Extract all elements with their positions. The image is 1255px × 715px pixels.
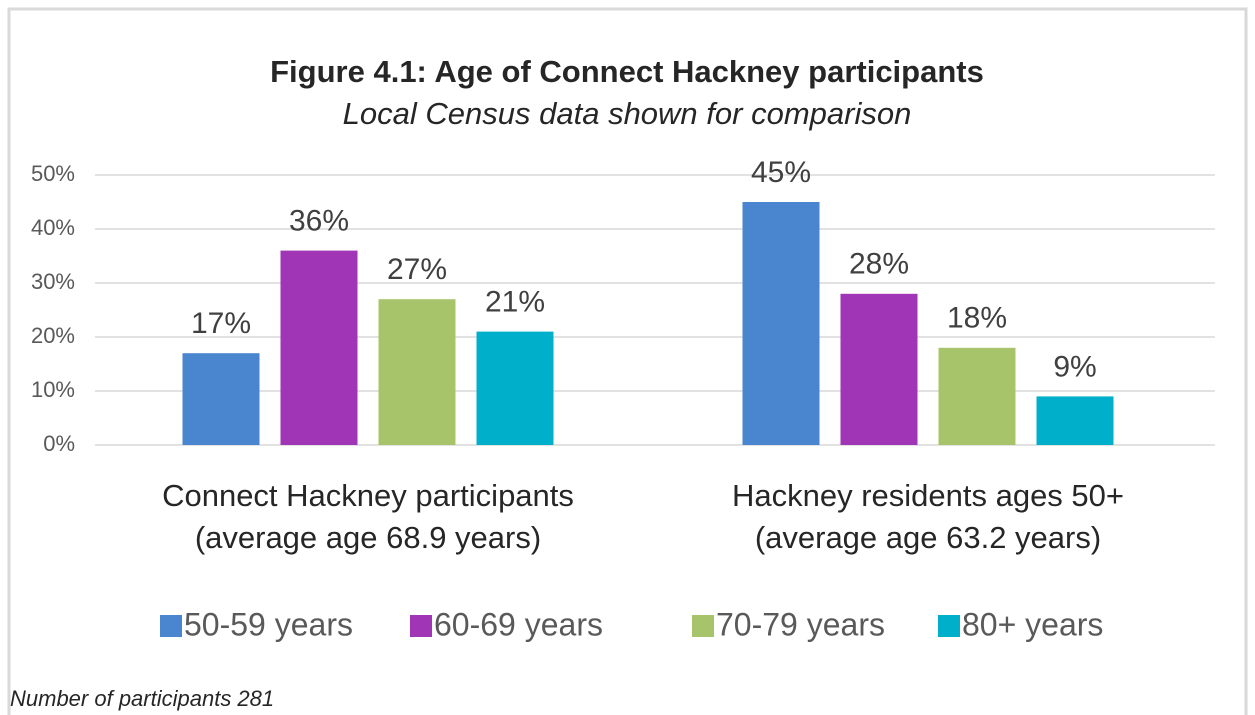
value-label: 21% <box>485 286 545 319</box>
legend-swatch <box>938 615 960 637</box>
y-tick-label: 20% <box>31 323 75 348</box>
y-tick-label: 0% <box>43 431 75 456</box>
value-label: 27% <box>387 253 447 286</box>
bar <box>378 299 456 445</box>
legend-swatch <box>160 615 182 637</box>
value-label: 28% <box>849 248 909 281</box>
x-tick-label: Hackney residents ages 50+ <box>732 478 1124 513</box>
legend-swatch <box>410 615 432 637</box>
chart-subtitle: Local Census data shown for comparison <box>343 96 912 131</box>
value-label: 17% <box>191 307 251 340</box>
x-tick-label: (average age 68.9 years) <box>195 520 541 555</box>
legend-label: 60-69 years <box>434 606 603 642</box>
y-tick-label: 40% <box>31 215 75 240</box>
y-tick-label: 50% <box>31 161 75 186</box>
value-label: 18% <box>947 302 1007 335</box>
y-tick-label: 30% <box>31 269 75 294</box>
chart-title: Figure 4.1: Age of Connect Hackney parti… <box>270 54 984 89</box>
footnote: Number of participants 281 <box>10 686 274 711</box>
legend-label: 70-79 years <box>716 606 885 642</box>
bar <box>182 353 260 445</box>
bar <box>1036 396 1114 445</box>
legend-label: 80+ years <box>962 606 1103 642</box>
y-tick-label: 10% <box>31 377 75 402</box>
legend-swatch <box>692 615 714 637</box>
bar <box>280 250 358 445</box>
x-tick-label: Connect Hackney participants <box>162 478 574 513</box>
value-label: 36% <box>289 205 349 238</box>
chart-border <box>7 7 1248 715</box>
bar <box>938 347 1016 445</box>
x-tick-label: (average age 63.2 years) <box>755 520 1101 555</box>
bar <box>742 202 820 445</box>
bar <box>840 293 918 445</box>
value-label: 9% <box>1053 350 1096 383</box>
bar <box>476 331 554 445</box>
legend-label: 50-59 years <box>184 606 353 642</box>
value-label: 45% <box>751 156 811 189</box>
